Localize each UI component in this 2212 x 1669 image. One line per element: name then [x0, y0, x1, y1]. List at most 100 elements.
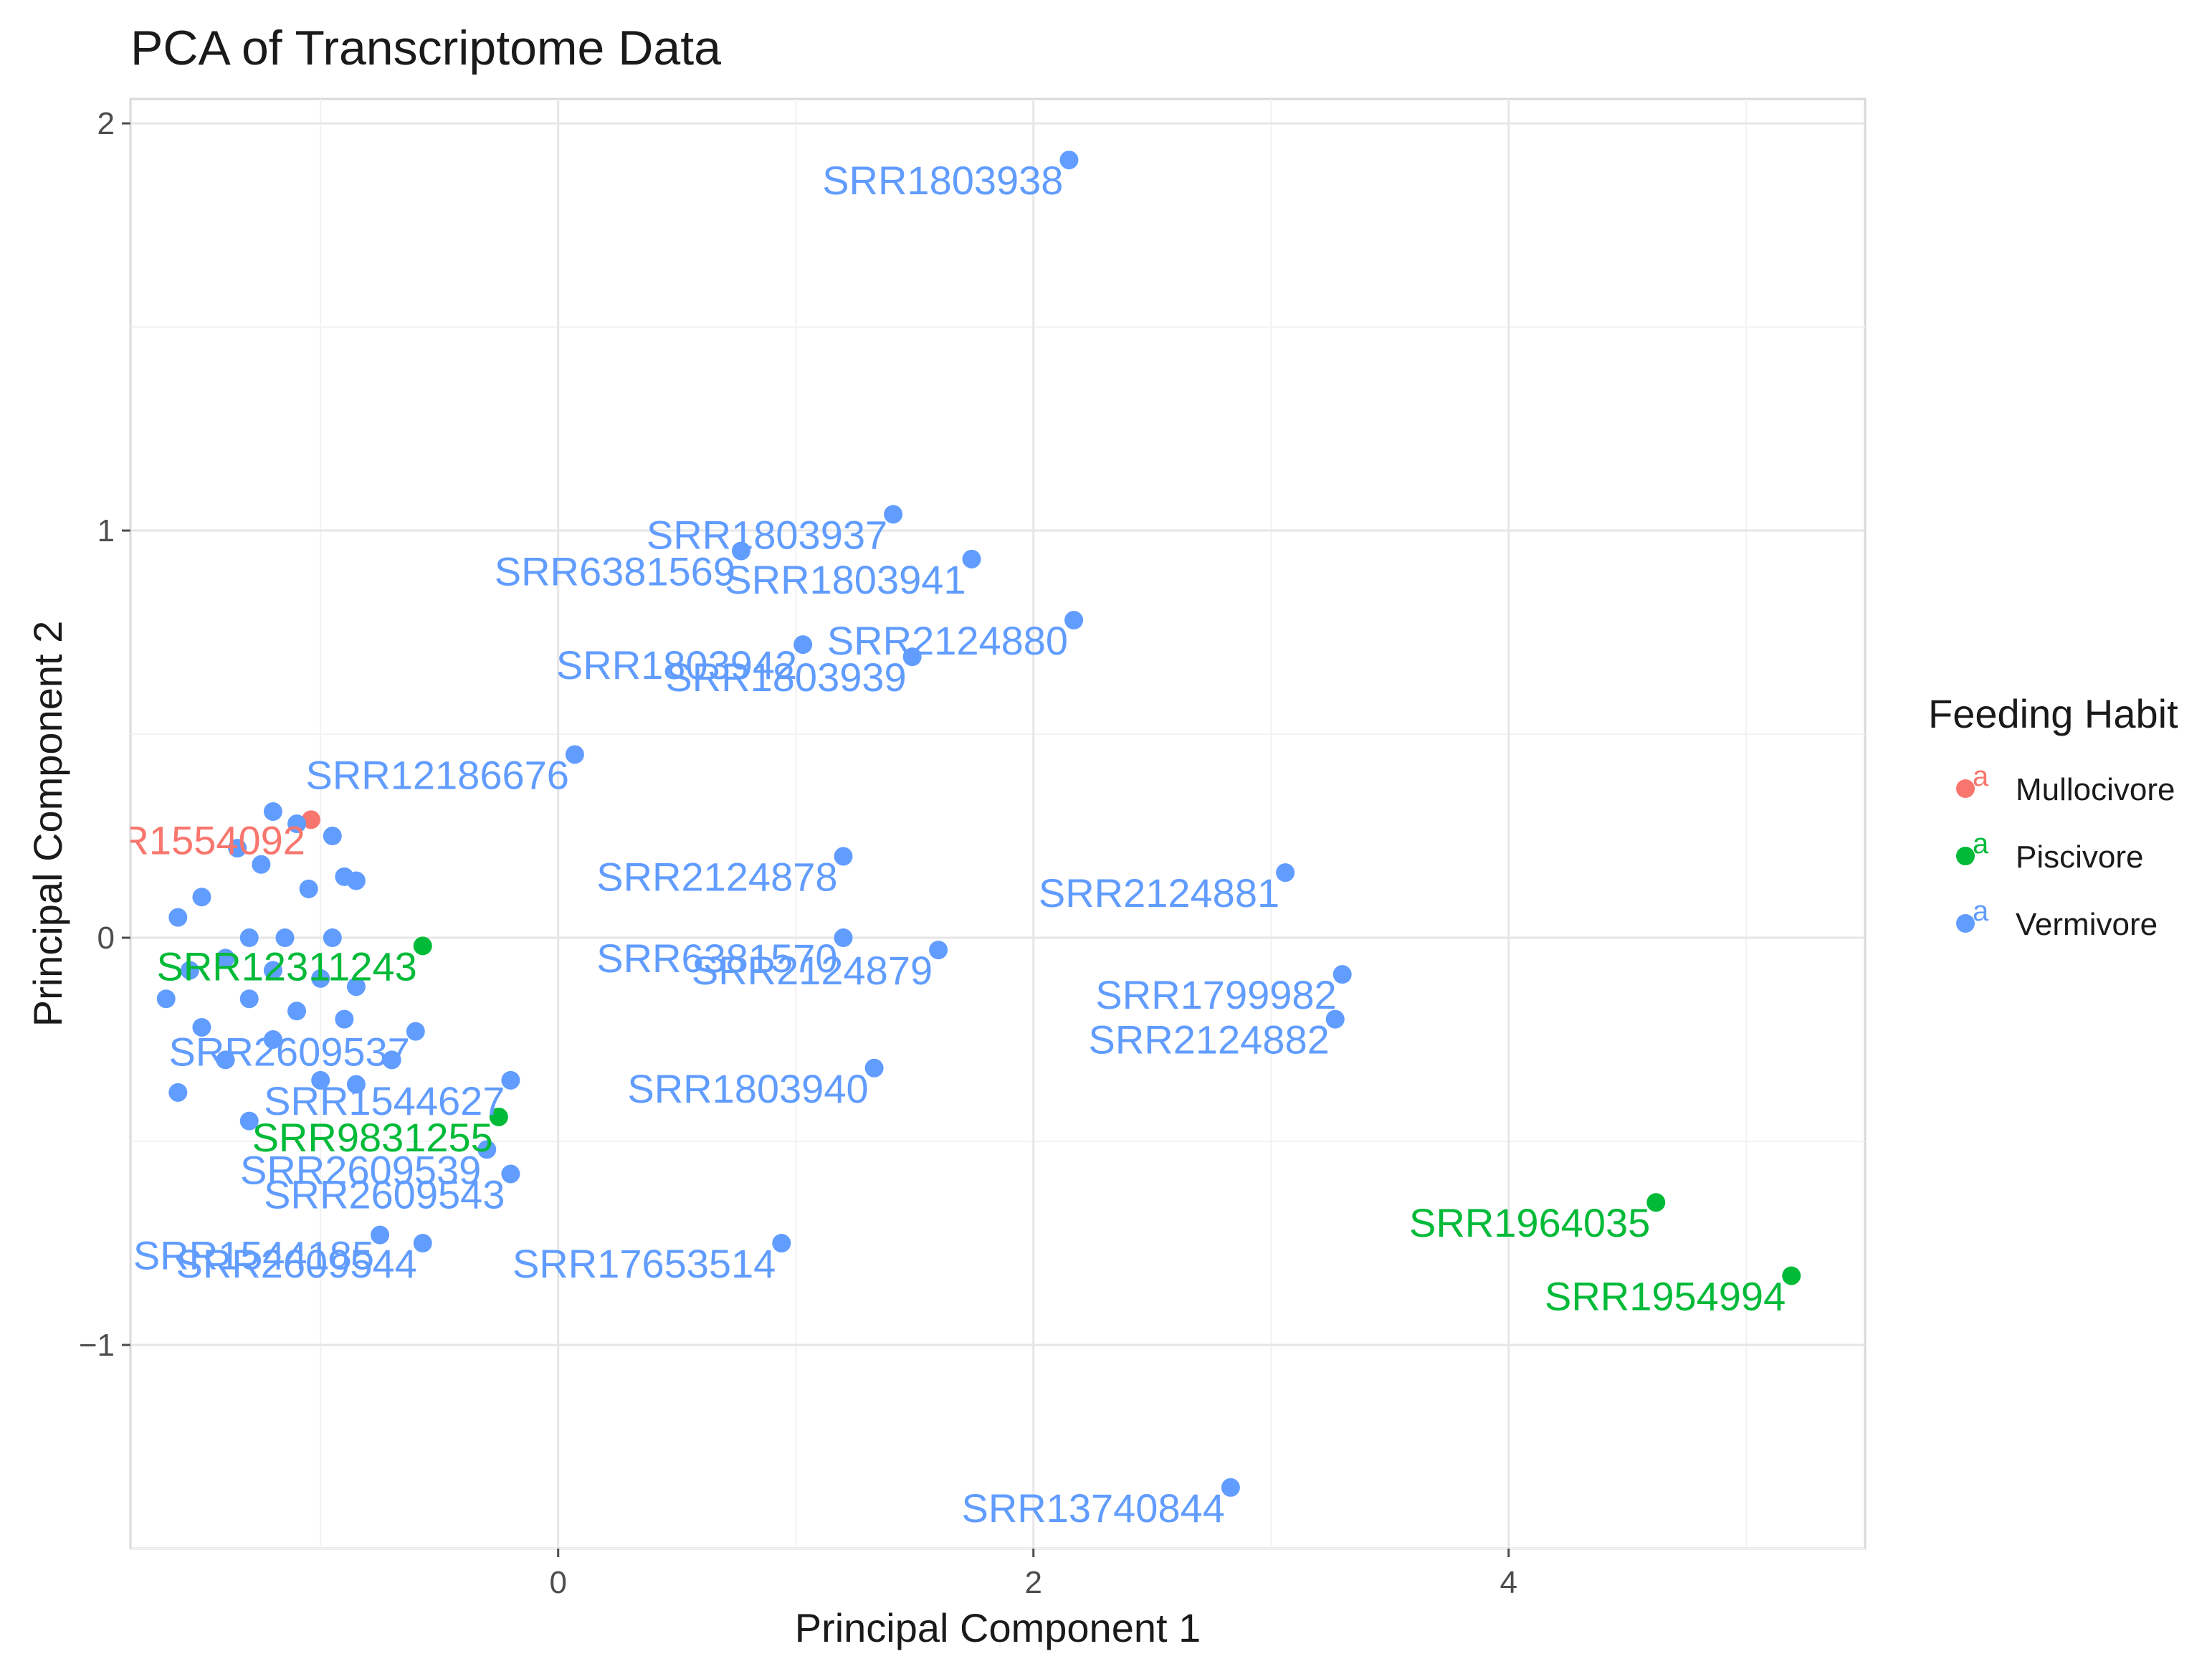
point-label: SRR1803941 [725, 557, 966, 602]
point-label: SRR6381570 [596, 936, 837, 981]
data-point-vermivore [323, 827, 342, 846]
data-point-vermivore [1333, 965, 1352, 984]
point-label: SRR1544185 [133, 1233, 374, 1278]
x-tick-label: 2 [1024, 1565, 1041, 1600]
point-label: SRR17653514 [513, 1241, 776, 1286]
y-tick-label: −1 [79, 1328, 115, 1363]
data-point-vermivore [275, 928, 295, 948]
data-point-vermivore [239, 1111, 259, 1131]
legend-label: Mullocivore [2016, 772, 2175, 807]
data-point-vermivore [1221, 1478, 1240, 1497]
data-point-vermivore [1276, 863, 1295, 883]
data-point-vermivore [335, 1009, 354, 1029]
point-label: SRR2124879 [692, 948, 933, 993]
y-tick-label: 1 [97, 513, 115, 548]
data-point-vermivore [228, 839, 247, 858]
data-point-vermivore [731, 541, 750, 561]
data-point-vermivore [239, 928, 259, 948]
point-label: SRR1803942 [556, 642, 797, 688]
data-point-vermivore [216, 1050, 235, 1070]
data-point-vermivore [239, 989, 259, 1009]
point-label: SRR2124881 [1039, 870, 1279, 916]
legend: Feeding Habit a Mullocivore a Piscivore a Ver… [1928, 691, 2178, 942]
legend-key-point [1956, 847, 1975, 865]
y-axis-title: Principal Component 2 [25, 621, 70, 1027]
point-label: SRR2609539 [240, 1147, 481, 1192]
data-point-vermivore [346, 871, 366, 890]
legend-key-glyph: a [1973, 761, 1989, 792]
data-point-piscivore [1646, 1193, 1666, 1212]
data-point-vermivore [192, 888, 211, 907]
data-point-vermivore [477, 1140, 497, 1159]
axis-ticks: 0 2 4 −1 0 1 2 [79, 106, 1517, 1600]
data-point-vermivore [929, 941, 948, 960]
grid-lines [130, 99, 1865, 1549]
point-label: SRR12186676 [306, 752, 569, 797]
data-point-vermivore [311, 1070, 330, 1090]
point-label: SRR1544627 [264, 1078, 505, 1123]
data-point-vermivore [168, 908, 188, 927]
x-tick-label: 0 [549, 1565, 566, 1600]
data-point-vermivore [501, 1070, 520, 1090]
point-label: SRR9831255 [252, 1115, 493, 1160]
data-point-piscivore [413, 936, 432, 956]
x-axis-title: Principal Component 1 [795, 1605, 1201, 1650]
legend-label: Vermivore [2016, 907, 2158, 942]
point-labels: SRR1554092 SRR12311243 SRR9831255 SRR196403… [130, 158, 1786, 1531]
data-point-vermivore [884, 505, 903, 524]
data-point-vermivore [902, 647, 922, 667]
data-point-vermivore [834, 928, 853, 948]
legend-key-glyph: a [1973, 828, 1989, 860]
y-tick-label: 2 [97, 106, 115, 141]
data-point-piscivore [1782, 1266, 1801, 1285]
point-label: SRR2609544 [176, 1241, 417, 1286]
data-point-vermivore [311, 969, 330, 988]
data-point-vermivore [501, 1164, 520, 1184]
point-label: SRR13740844 [961, 1485, 1224, 1531]
point-label: SRR12311243 [157, 943, 417, 989]
y-tick-label: 0 [97, 921, 115, 956]
point-label: SRR1803938 [822, 158, 1063, 203]
data-point-vermivore [834, 847, 853, 866]
data-point-vermivore [346, 1075, 366, 1094]
point-label: SRR2124878 [596, 854, 837, 899]
data-point-vermivore [565, 745, 584, 764]
data-point-vermivore [216, 948, 235, 968]
data-point-vermivore [156, 989, 176, 1009]
point-label: SRR2124882 [1088, 1017, 1329, 1062]
point-label: SRR1964035 [1409, 1200, 1650, 1245]
data-point-vermivore [371, 1225, 390, 1245]
data-point-vermivore [1325, 1009, 1345, 1029]
point-label: SRR2124880 [827, 618, 1068, 663]
data-point-vermivore [413, 1234, 432, 1253]
data-point-vermivore [864, 1058, 884, 1078]
data-point-vermivore [192, 1017, 211, 1037]
data-point-vermivore [793, 635, 813, 655]
data-point-mullocivore [301, 810, 320, 829]
point-label: SRR1803940 [627, 1066, 868, 1111]
data-point-vermivore [263, 1030, 282, 1050]
point-label: SRR1803937 [647, 512, 887, 557]
data-point-vermivore [962, 549, 981, 569]
data-point-vermivore [323, 928, 342, 948]
data-point-vermivore [168, 1083, 188, 1102]
legend-label: Piscivore [2016, 840, 2144, 875]
data-point-vermivore [346, 977, 366, 997]
data-point-vermivore [263, 802, 282, 821]
data-point-vermivore [263, 961, 282, 980]
legend-key-point [1956, 779, 1975, 798]
legend-key-glyph: a [1973, 895, 1989, 927]
data-point-vermivore [299, 879, 318, 898]
data-point-vermivore [252, 855, 271, 874]
point-label: SRR1954994 [1545, 1273, 1786, 1318]
data-point-vermivore [772, 1234, 791, 1253]
x-tick-label: 4 [1500, 1565, 1517, 1600]
point-label: SRR2609543 [264, 1171, 505, 1217]
data-point-vermivore [287, 814, 307, 833]
chart-title: PCA of Transcriptome Data [130, 21, 721, 75]
point-label: SRR2609537 [169, 1030, 410, 1075]
legend-key-point [1956, 914, 1975, 933]
point-label: SRR1803939 [665, 655, 906, 700]
point-label: SRR1799982 [1095, 972, 1336, 1017]
